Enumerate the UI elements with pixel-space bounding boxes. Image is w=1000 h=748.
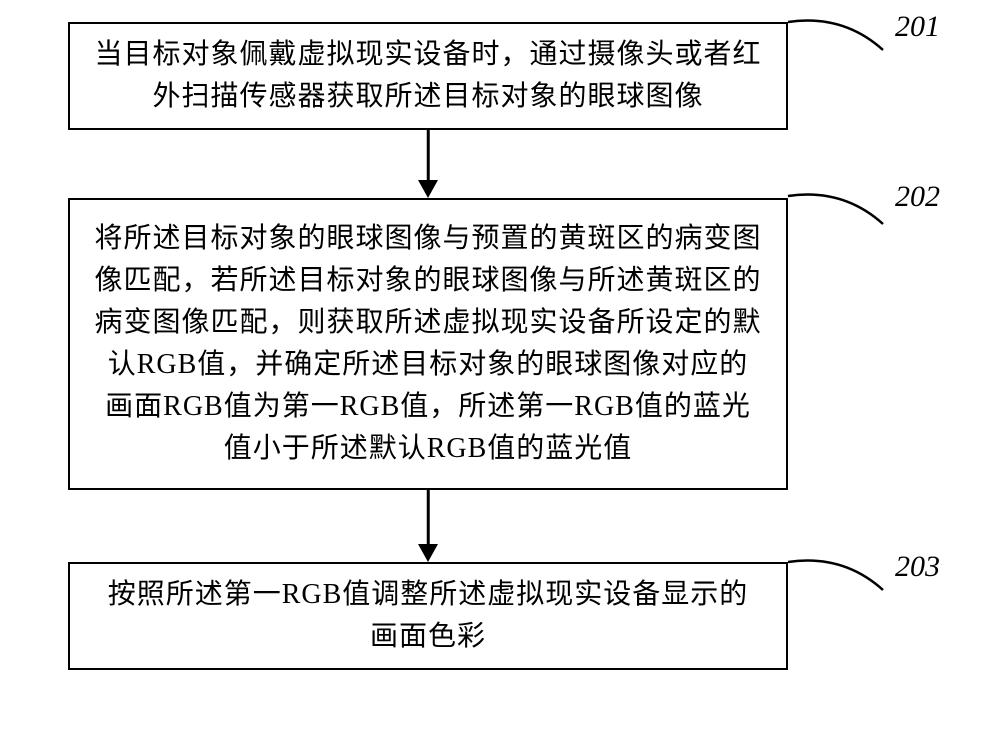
arrow-head (418, 544, 438, 562)
reference-line-201 (788, 22, 898, 77)
node-text: 当目标对象佩戴虚拟现实设备时，通过摄像头或者红外扫描传感器获取所述目标对象的眼球… (94, 34, 762, 118)
flowchart-node-step2: 将所述目标对象的眼球图像与预置的黄斑区的病变图像匹配，若所述目标对象的眼球图像与… (68, 198, 788, 490)
arrow-line (427, 490, 430, 546)
flowchart-container: 当目标对象佩戴虚拟现实设备时，通过摄像头或者红外扫描传感器获取所述目标对象的眼球… (0, 0, 1000, 748)
arrow-head (418, 180, 438, 198)
flowchart-node-step1: 当目标对象佩戴虚拟现实设备时，通过摄像头或者红外扫描传感器获取所述目标对象的眼球… (68, 22, 788, 130)
reference-label-202: 202 (895, 180, 940, 214)
reference-line-202 (788, 196, 898, 251)
node-text: 将所述目标对象的眼球图像与预置的黄斑区的病变图像匹配，若所述目标对象的眼球图像与… (94, 218, 762, 470)
reference-label-201: 201 (895, 10, 940, 44)
reference-line-203 (788, 562, 898, 617)
flowchart-node-step3: 按照所述第一RGB值调整所述虚拟现实设备显示的画面色彩 (68, 562, 788, 670)
reference-label-203: 203 (895, 550, 940, 584)
arrow-line (427, 130, 430, 182)
node-text: 按照所述第一RGB值调整所述虚拟现实设备显示的画面色彩 (94, 574, 762, 658)
